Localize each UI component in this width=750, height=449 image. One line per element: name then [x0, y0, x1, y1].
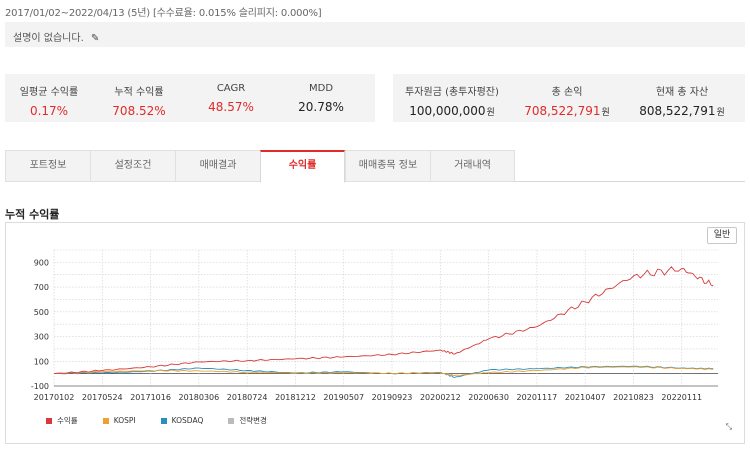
x-tick-label: 20180724 — [227, 393, 268, 402]
y-tick-label: 100 — [34, 357, 49, 366]
stat-cumulative-return: 누적 수익률 708.52% — [112, 87, 166, 118]
y-tick-label: -100 — [31, 382, 49, 391]
legend-item[interactable]: 수익률 — [46, 415, 78, 426]
chart-legend: 수익률 KOSPI KOSDAQ 전략변경 — [46, 415, 292, 426]
legend-label: KOSDAQ — [171, 416, 204, 425]
x-tick-label: 20201117 — [517, 393, 558, 402]
resize-handle-icon[interactable]: ⤡ — [725, 422, 732, 431]
tab-settings[interactable]: 설정조건 — [90, 150, 175, 182]
x-tick-label: 20170524 — [82, 393, 123, 402]
description-box: 설명이 없습니다. ✎ — [5, 22, 745, 47]
series-line-2 — [53, 266, 714, 375]
y-tick-label: 500 — [34, 308, 49, 317]
chart-mode-button[interactable]: 일반 — [707, 227, 737, 244]
return-stats-panel: 일평균 수익률 0.17% 누적 수익률 708.52% CAGR 48.57%… — [5, 74, 375, 122]
tab-transactions[interactable]: 거래내역 — [430, 150, 515, 182]
stat-cagr: CAGR 48.57% — [208, 83, 254, 114]
series-line-0 — [53, 365, 714, 378]
y-tick-label: 700 — [34, 283, 49, 292]
legend-item[interactable]: KOSPI — [102, 415, 136, 426]
x-tick-label: 20200630 — [468, 393, 509, 402]
x-tick-label: 20210407 — [565, 393, 606, 402]
section-title: 누적 수익률 — [5, 208, 60, 221]
tab-traded-stocks[interactable]: 매매종목 정보 — [345, 150, 430, 182]
legend-label: 수익률 — [57, 416, 78, 425]
x-tick-label: 20210823 — [613, 393, 654, 402]
result-tabs: 포트정보 설정조건 매매결과 수익률 매매종목 정보 거래내역 — [5, 150, 745, 183]
legend-swatch — [160, 417, 167, 424]
legend-item[interactable]: 전략변경 — [228, 415, 267, 426]
legend-swatch — [46, 417, 52, 424]
legend-label: KOSPI — [113, 416, 136, 425]
x-tick-label: 20170102 — [34, 393, 75, 402]
x-tick-label: 20190507 — [323, 393, 364, 402]
stat-principal: 투자원금 (총투자평잔) 100,000,000원 — [405, 87, 499, 118]
cumulative-return-chart: -100 100 300 500 700 900 20170102 20170524 20171… — [5, 222, 745, 444]
description-text: 설명이 없습니다. — [13, 33, 84, 44]
pencil-icon[interactable]: ✎ — [90, 33, 100, 44]
chart-canvas: -100 100 300 500 700 900 20170102 20170524 20171… — [31, 249, 718, 402]
x-tick-label: 20180306 — [179, 393, 220, 402]
legend-swatch — [228, 417, 235, 424]
asset-stats-panel: 투자원금 (총투자평잔) 100,000,000원 총 손익 708,522,7… — [393, 74, 745, 122]
legend-item[interactable]: KOSDAQ — [160, 415, 204, 426]
x-tick-label: 20181212 — [275, 393, 316, 402]
legend-swatch — [102, 417, 109, 424]
stat-total-pnl: 총 손익 708,522,791원 — [524, 87, 610, 118]
tab-returns[interactable]: 수익률 — [260, 150, 345, 183]
x-tick-label: 20171016 — [130, 393, 171, 402]
y-tick-label: 900 — [34, 258, 49, 267]
series-line-1 — [53, 366, 714, 377]
backtest-period: 2017/01/02~2022/04/13 (5년) [수수료율: 0.015%… — [5, 8, 322, 19]
y-tick-label: 300 — [34, 333, 49, 342]
stat-mdd: MDD 20.78% — [298, 83, 344, 114]
stat-total-assets: 현재 총 자산 808,522,791원 — [639, 87, 725, 118]
tab-portfolio-info[interactable]: 포트정보 — [5, 150, 90, 182]
tab-trade-results[interactable]: 매매결과 — [175, 150, 260, 182]
x-tick-label: 20200212 — [420, 393, 461, 402]
stat-daily-avg-return: 일평균 수익률 0.17% — [19, 87, 79, 118]
x-tick-label: 20190923 — [372, 393, 413, 402]
x-tick-label: 20220111 — [661, 393, 702, 402]
legend-label: 전략변경 — [239, 416, 267, 425]
